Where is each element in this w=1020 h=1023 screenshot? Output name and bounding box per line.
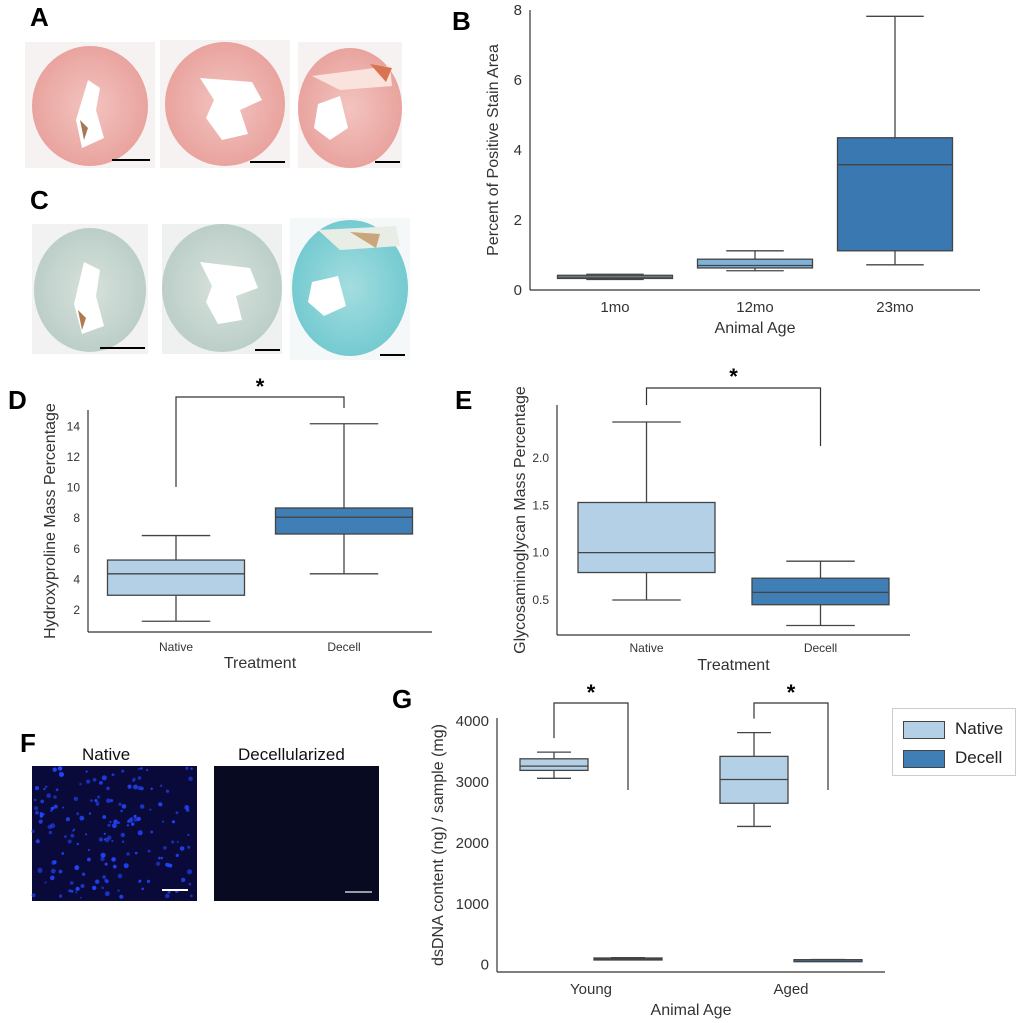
panel-letter-g: G bbox=[392, 684, 413, 714]
chart-d-box-native-box bbox=[106, 559, 246, 596]
chart-d-ytick-label: 2 bbox=[73, 603, 80, 617]
chart-d-significance-star: * bbox=[256, 374, 265, 399]
chart-g-ytick-label: 3000 bbox=[456, 774, 489, 791]
chart-b-ytick-label: 4 bbox=[514, 142, 522, 159]
chart-g-significance-star-young: * bbox=[587, 680, 596, 705]
chart-g-significance-star-aged: * bbox=[787, 680, 796, 705]
chart-d-ytick-label: 14 bbox=[67, 419, 81, 433]
chart-b-ytick-label: 0 bbox=[514, 282, 522, 299]
chart-g-ytick-label: 1000 bbox=[456, 896, 489, 913]
legend-label-native: Native bbox=[955, 719, 1004, 738]
panel-letter-d: D bbox=[8, 385, 27, 415]
chart-e-box-native-box bbox=[577, 501, 716, 574]
chart-d-xtick-label: Native bbox=[159, 640, 193, 654]
chart-b-ytick-label: 6 bbox=[514, 72, 522, 89]
chart-g-xtick-label: Young bbox=[570, 981, 612, 998]
panel-letter-c: C bbox=[30, 185, 49, 215]
chart-b-xtick-label: 23mo bbox=[876, 299, 914, 316]
chart-e-significance-star: * bbox=[729, 364, 738, 389]
chart-d-ytick-label: 12 bbox=[67, 450, 81, 464]
chart-g-ytick-label: 4000 bbox=[456, 713, 489, 730]
chart-d-significance-bracket bbox=[175, 396, 345, 487]
panel-letter-a: A bbox=[30, 2, 49, 32]
legend-item-decell: Decell bbox=[903, 748, 1013, 768]
fluor-decell-label: Decellularized bbox=[238, 745, 345, 764]
panel-letter-b: B bbox=[452, 6, 471, 36]
chart-b-box-12mo-box bbox=[696, 258, 814, 269]
chart-e-xtick-label: Native bbox=[629, 641, 663, 655]
chart-e-xlabel: Treatment bbox=[697, 657, 770, 674]
chart-e-xtick-label: Decell bbox=[804, 641, 837, 655]
chart-d-ytick-label: 4 bbox=[73, 572, 80, 586]
chart-g-ytick-label: 2000 bbox=[456, 835, 489, 852]
panel-letter-e: E bbox=[455, 385, 473, 415]
chart-e-ytick-label: 1.5 bbox=[532, 498, 549, 512]
chart-d-ytick-label: 6 bbox=[73, 542, 80, 556]
legend-swatch-native bbox=[903, 721, 945, 739]
chart-d-ylabel: Hydroxyproline Mass Percentage bbox=[42, 403, 59, 639]
legend-item-native: Native bbox=[903, 719, 1013, 739]
chart-b-xlabel: Animal Age bbox=[715, 320, 796, 337]
chart-b-ytick-label: 8 bbox=[514, 2, 522, 19]
chart-d-xlabel: Treatment bbox=[224, 655, 297, 672]
chart-b-box-23mo-box bbox=[836, 137, 954, 252]
chart-d-ytick-label: 8 bbox=[73, 511, 80, 525]
chart-b-xtick-label: 12mo bbox=[736, 299, 774, 316]
fluor-native-label: Native bbox=[82, 745, 131, 764]
chart-e-box-decell-box bbox=[751, 577, 890, 606]
chart-e-ytick-label: 1.0 bbox=[532, 546, 549, 560]
chart-g-xtick-label: Aged bbox=[773, 981, 808, 998]
chart-e-ytick-label: 2.0 bbox=[532, 451, 549, 465]
chart-g-ytick-label: 0 bbox=[481, 957, 489, 974]
chart-e-ylabel: Glycosaminoglycan Mass Percentage bbox=[512, 386, 529, 654]
panel-letter-f: F bbox=[20, 728, 36, 758]
chart-d-xtick-label: Decell bbox=[327, 640, 360, 654]
chart-g-xlabel: Animal Age bbox=[651, 1002, 732, 1019]
chart-g-ylabel: dsDNA content (ng) / sample (mg) bbox=[430, 724, 447, 966]
legend: Native Decell bbox=[892, 708, 1016, 776]
legend-swatch-decell bbox=[903, 750, 945, 768]
chart-d-ytick-label: 10 bbox=[67, 481, 81, 495]
chart-b-ylabel: Percent of Positive Stain Area bbox=[485, 44, 502, 256]
chart-g-significance-bracket-young bbox=[553, 702, 629, 790]
chart-g-significance-bracket-aged bbox=[753, 702, 829, 790]
chart-d-box-decell-box bbox=[274, 507, 414, 535]
chart-b-ytick-label: 2 bbox=[514, 212, 522, 229]
chart-g-box-native-young-box bbox=[519, 758, 589, 772]
chart-e-significance-bracket bbox=[645, 387, 822, 446]
legend-label-decell: Decell bbox=[955, 748, 1003, 767]
chart-e-ytick-label: 0.5 bbox=[532, 593, 549, 607]
chart-b-xtick-label: 1mo bbox=[600, 299, 629, 316]
